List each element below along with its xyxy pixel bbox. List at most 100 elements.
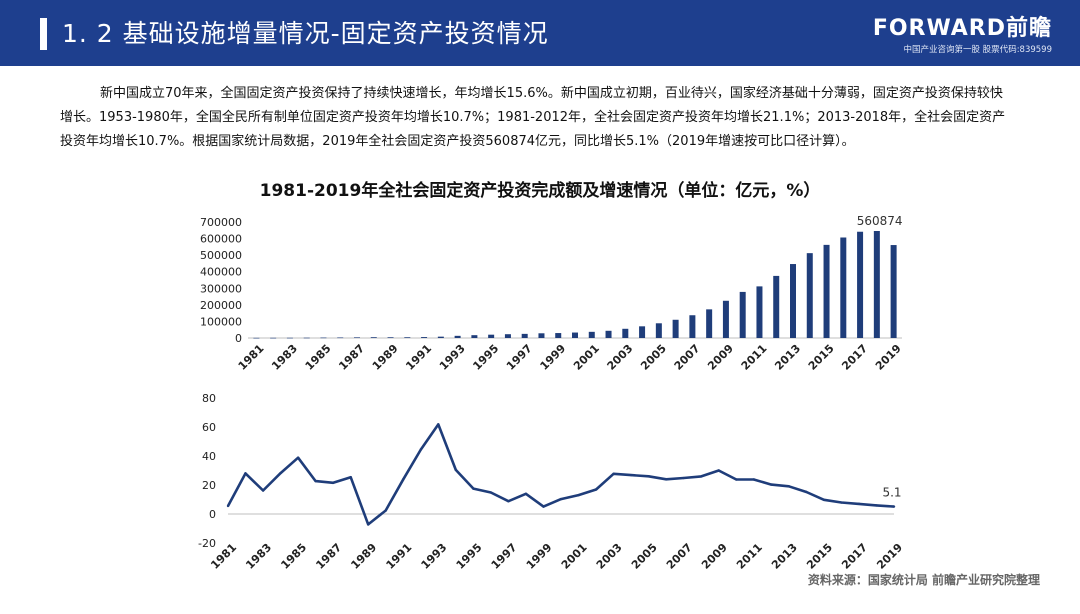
growth-point-1994 <box>454 468 458 472</box>
bar-1995 <box>488 334 495 338</box>
bar-x-tick-label: 2007 <box>672 342 703 373</box>
growth-point-2014 <box>805 490 808 494</box>
growth-point-1993 <box>437 423 440 426</box>
title-accent-bar <box>40 18 47 50</box>
growth-point-1989 <box>367 523 370 526</box>
growth-point-1985 <box>296 456 300 459</box>
line-x-tick-label: 1987 <box>313 541 344 572</box>
growth-point-1995 <box>472 487 475 490</box>
bar-1986 <box>337 337 344 339</box>
bar-chart: 0 100000 200000 300000 400000 500000 600000 700… <box>200 214 904 373</box>
growth-point-2017 <box>857 502 861 506</box>
bar-1999 <box>555 333 562 338</box>
bar-x-tick-label: 2003 <box>605 342 636 373</box>
growth-point-1982 <box>244 472 247 475</box>
line-y-tick-label: 0 <box>209 508 216 521</box>
bar-x-tick-label: 1987 <box>336 342 367 373</box>
line-x-tick-label: 2019 <box>874 541 905 572</box>
bar-x-tick-label: 2015 <box>806 342 837 373</box>
line-x-tick-label: 1991 <box>384 541 415 572</box>
growth-point-2015 <box>822 498 826 501</box>
growth-point-2004 <box>629 473 633 477</box>
bar-1991 <box>421 337 428 338</box>
growth-point-2008 <box>700 475 703 478</box>
bar-x-tick-label: 1999 <box>538 342 569 373</box>
source-note: 资料来源：国家统计局 前瞻产业研究院整理 <box>807 573 1040 587</box>
bar-x-tick-label: 1989 <box>370 342 401 373</box>
bar-2016 <box>840 237 847 338</box>
bar-x-tick-label: 2005 <box>638 342 669 373</box>
bar-1981 <box>253 337 260 339</box>
line-x-tick-label: 2007 <box>664 541 695 572</box>
bar-2007 <box>689 315 696 338</box>
growth-point-2009 <box>717 469 720 472</box>
growth-point-1996 <box>489 491 493 494</box>
bar-1987 <box>354 337 360 338</box>
bar-y-tick-label: 600000 <box>200 233 242 246</box>
bar-x-tick-label: 1985 <box>303 342 334 373</box>
line-x-tick-label: 2011 <box>734 541 765 572</box>
bar-x-tick-label: 1995 <box>470 342 501 373</box>
growth-point-2007 <box>682 476 685 480</box>
growth-point-1991 <box>402 478 405 481</box>
bar-y-tick-label: 300000 <box>200 282 242 295</box>
growth-point-1992 <box>419 448 422 451</box>
growth-point-1999 <box>542 505 545 508</box>
header-bar: 1. 2 基础设施增量情况-固定资产投资情况 FORWARD前瞻 中国产业咨询第… <box>0 0 1080 66</box>
line-x-tick-label: 1999 <box>524 541 555 572</box>
growth-point-2012 <box>770 483 773 486</box>
bar-x-tick-label: 2019 <box>873 342 904 373</box>
bar-y-tick-label: 700000 <box>200 216 242 229</box>
bar-2011 <box>756 286 763 338</box>
growth-point-2006 <box>664 478 668 481</box>
line-x-tick-label: 1983 <box>243 541 274 572</box>
line-x-tick-label: 2001 <box>559 541 590 572</box>
line-x-tick-label: 2015 <box>804 541 835 572</box>
bar-x-tick-label: 2013 <box>772 342 803 373</box>
growth-point-2019 <box>892 505 896 508</box>
bar-2015 <box>823 244 830 338</box>
growth-point-2013 <box>787 485 791 488</box>
growth-point-2005 <box>647 475 650 478</box>
bar-1994 <box>471 335 478 338</box>
bar-1984 <box>303 337 310 339</box>
intro-paragraph: 新中国成立70年来，全国固定资产投资保持了持续快速增长，年均增长15.6%。新中… <box>60 86 1006 149</box>
line-x-tick-label: 1995 <box>454 541 485 572</box>
bar-y-tick-label: 400000 <box>200 266 242 279</box>
bar-y-tick-label: 0 <box>235 332 242 345</box>
bar-1985 <box>320 337 327 339</box>
growth-point-1987 <box>331 481 335 485</box>
line-y-tick-label: -20 <box>198 537 216 550</box>
bar-x-tick-label: 1983 <box>269 342 300 373</box>
growth-point-1998 <box>524 492 528 496</box>
bar-y-tick-label: 200000 <box>200 299 242 312</box>
bar-2017 <box>857 231 864 338</box>
bar-x-tick-label: 2011 <box>739 342 770 373</box>
line-x-tick-label: 2005 <box>629 541 660 572</box>
line-x-tick-label: 2017 <box>839 541 870 572</box>
bar-1997 <box>521 333 528 338</box>
bar-x-tick-label: 1997 <box>504 342 535 373</box>
bar-2009 <box>722 300 729 338</box>
bar-x-tick-label: 2009 <box>705 342 736 373</box>
bar-2012 <box>773 275 780 338</box>
growth-point-2018 <box>875 504 878 507</box>
bar-2014 <box>806 253 813 338</box>
growth-point-2011 <box>752 478 755 481</box>
bar-1993 <box>454 335 461 338</box>
line-y-tick-label: 80 <box>202 392 216 405</box>
bar-2010 <box>739 291 746 338</box>
bar-2006 <box>672 319 679 338</box>
chart-title: 1981-2019年全社会固定资产投资完成额及增速情况（单位：亿元，%） <box>259 181 821 201</box>
growth-point-2000 <box>559 497 563 501</box>
page-title: 1. 2 基础设施增量情况-固定资产投资情况 <box>62 19 549 48</box>
growth-series-line <box>226 423 895 526</box>
bar-1996 <box>504 334 511 338</box>
growth-point-2001 <box>577 493 580 497</box>
bar-2019 <box>890 245 897 338</box>
line-y-tick-label: 20 <box>202 479 216 492</box>
growth-point-1981 <box>226 504 230 508</box>
growth-point-2003 <box>612 472 615 476</box>
